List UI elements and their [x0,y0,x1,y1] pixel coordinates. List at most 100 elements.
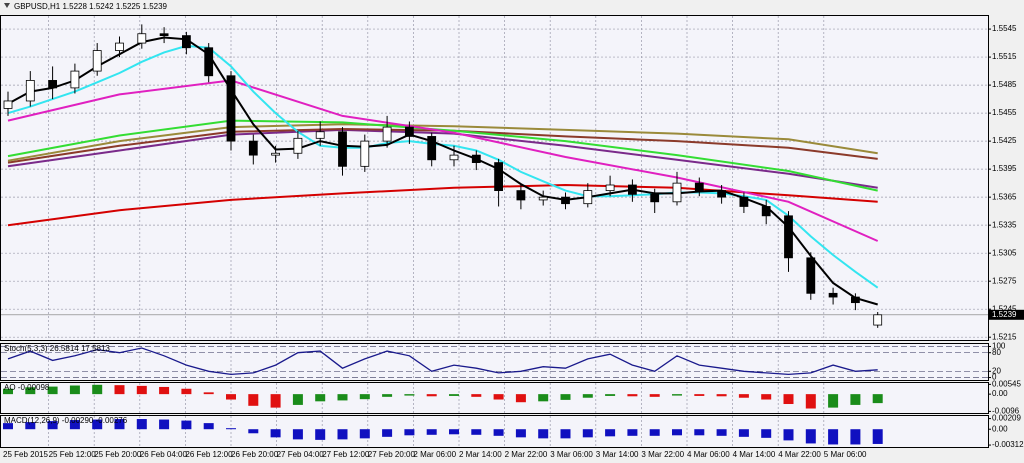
histogram-bar [92,384,103,395]
histogram-bar [3,423,13,430]
histogram-bar [872,429,883,444]
x-tick-label: 25 Feb 20:00 [94,450,142,459]
histogram-bar [159,386,170,395]
histogram-bar [449,394,459,396]
histogram-bar [315,394,326,402]
x-tick-label: 3 Mar 22:00 [641,450,684,459]
marks-layer [3,24,883,445]
x-tick-label: 26 Feb 12:00 [185,450,233,459]
histogram-bar [25,387,36,395]
candle-body [828,292,838,298]
stoch-panel [0,343,989,381]
histogram-bar [649,394,660,397]
histogram-bar [359,394,370,400]
histogram-bar [538,429,549,439]
histogram-bar [25,422,36,430]
histogram-bar [515,429,526,438]
candle-body [338,131,347,167]
histogram-bar [627,394,638,397]
candle-body [360,140,370,167]
histogram-bar [382,429,393,437]
y-tick-label: 0 [992,373,997,382]
indicator-line [7,79,879,242]
histogram-bar [828,394,839,408]
histogram-bar [270,394,281,408]
histogram-bar [694,394,705,396]
histogram-bar [872,394,883,404]
histogram-bar [738,394,749,398]
panel-title: Stoch(5,3,3) 26.5814 17.5813 [4,344,110,353]
candle-body [784,215,793,259]
y-tick-label: 1.5275 [992,276,1017,285]
histogram-bar [560,429,571,439]
histogram-bar [404,429,415,436]
histogram-bar [226,428,236,430]
candle-body [382,126,392,142]
histogram-bar [716,429,727,436]
candle-body [516,190,526,201]
candle-body [806,257,816,294]
histogram-bar [582,429,593,438]
candle-body [248,140,258,156]
candle-body [293,137,303,154]
candle-body [181,35,191,49]
histogram-bar [449,429,459,435]
x-tick-label: 26 Feb 04:00 [140,450,188,459]
histogram-bar [716,394,727,397]
histogram-bar [248,429,259,434]
candle-body [851,296,860,304]
histogram-bar [292,429,303,440]
panel-title: AO -0.00098 [4,383,50,392]
candle-body [92,50,102,72]
histogram-bar [359,429,370,439]
histogram-bar [672,394,682,396]
indicator-line [7,347,878,376]
histogram-bar [47,386,58,395]
indicator-line [7,36,878,306]
candle-body [761,206,771,217]
candle-body [694,182,704,192]
y-tick-label: 1.5245 [992,304,1017,313]
x-tick-label: 27 Feb 04:00 [277,450,325,459]
y-tick-label: 0.00 [992,389,1008,398]
histogram-bar [226,394,236,400]
x-tick-label: 25 Feb 2015 [3,450,48,459]
x-tick-label: 26 Feb 20:00 [231,450,279,459]
histogram-bar [426,394,437,397]
x-tick-label: 2 Mar 06:00 [413,450,456,459]
x-tick-label: 3 Mar 14:00 [596,450,639,459]
y-tick-label: 1.5545 [992,24,1017,33]
indicator-line [7,123,878,162]
histogram-bar [315,429,326,440]
histogram-bar [828,429,839,445]
y-tick-label: 1.5485 [992,80,1017,89]
candle-body [3,100,13,109]
histogram-bar [805,394,816,409]
histogram-bar [738,429,749,437]
candle-body [583,190,593,205]
y-tick-label: 0.00209 [992,414,1021,423]
x-tick-label: 5 Mar 06:00 [824,450,867,459]
x-tick-label: 4 Mar 14:00 [733,450,776,459]
candle-body [672,182,682,203]
histogram-bar [69,385,80,395]
histogram-bar [337,429,348,440]
candle-body [315,131,325,139]
y-tick-label: 1.5335 [992,220,1017,229]
candle-body [48,80,57,89]
candle-body [494,162,504,192]
histogram-bar [404,394,415,396]
histogram-bar [649,429,660,436]
x-tick-label: 4 Mar 22:00 [778,450,821,459]
histogram-bar [92,419,103,430]
histogram-bar [515,394,526,403]
y-tick-label: 0.00545 [992,379,1021,388]
y-tick-label: 20 [992,366,1001,375]
x-tick-label: 25 Feb 12:00 [49,450,97,459]
histogram-bar [136,385,147,395]
candle-body [115,42,124,51]
candle-body [650,193,660,203]
histogram-bar [605,429,616,437]
y-tick-label: -0.0096 [992,406,1020,415]
y-tick-label: 1.5395 [992,164,1017,173]
